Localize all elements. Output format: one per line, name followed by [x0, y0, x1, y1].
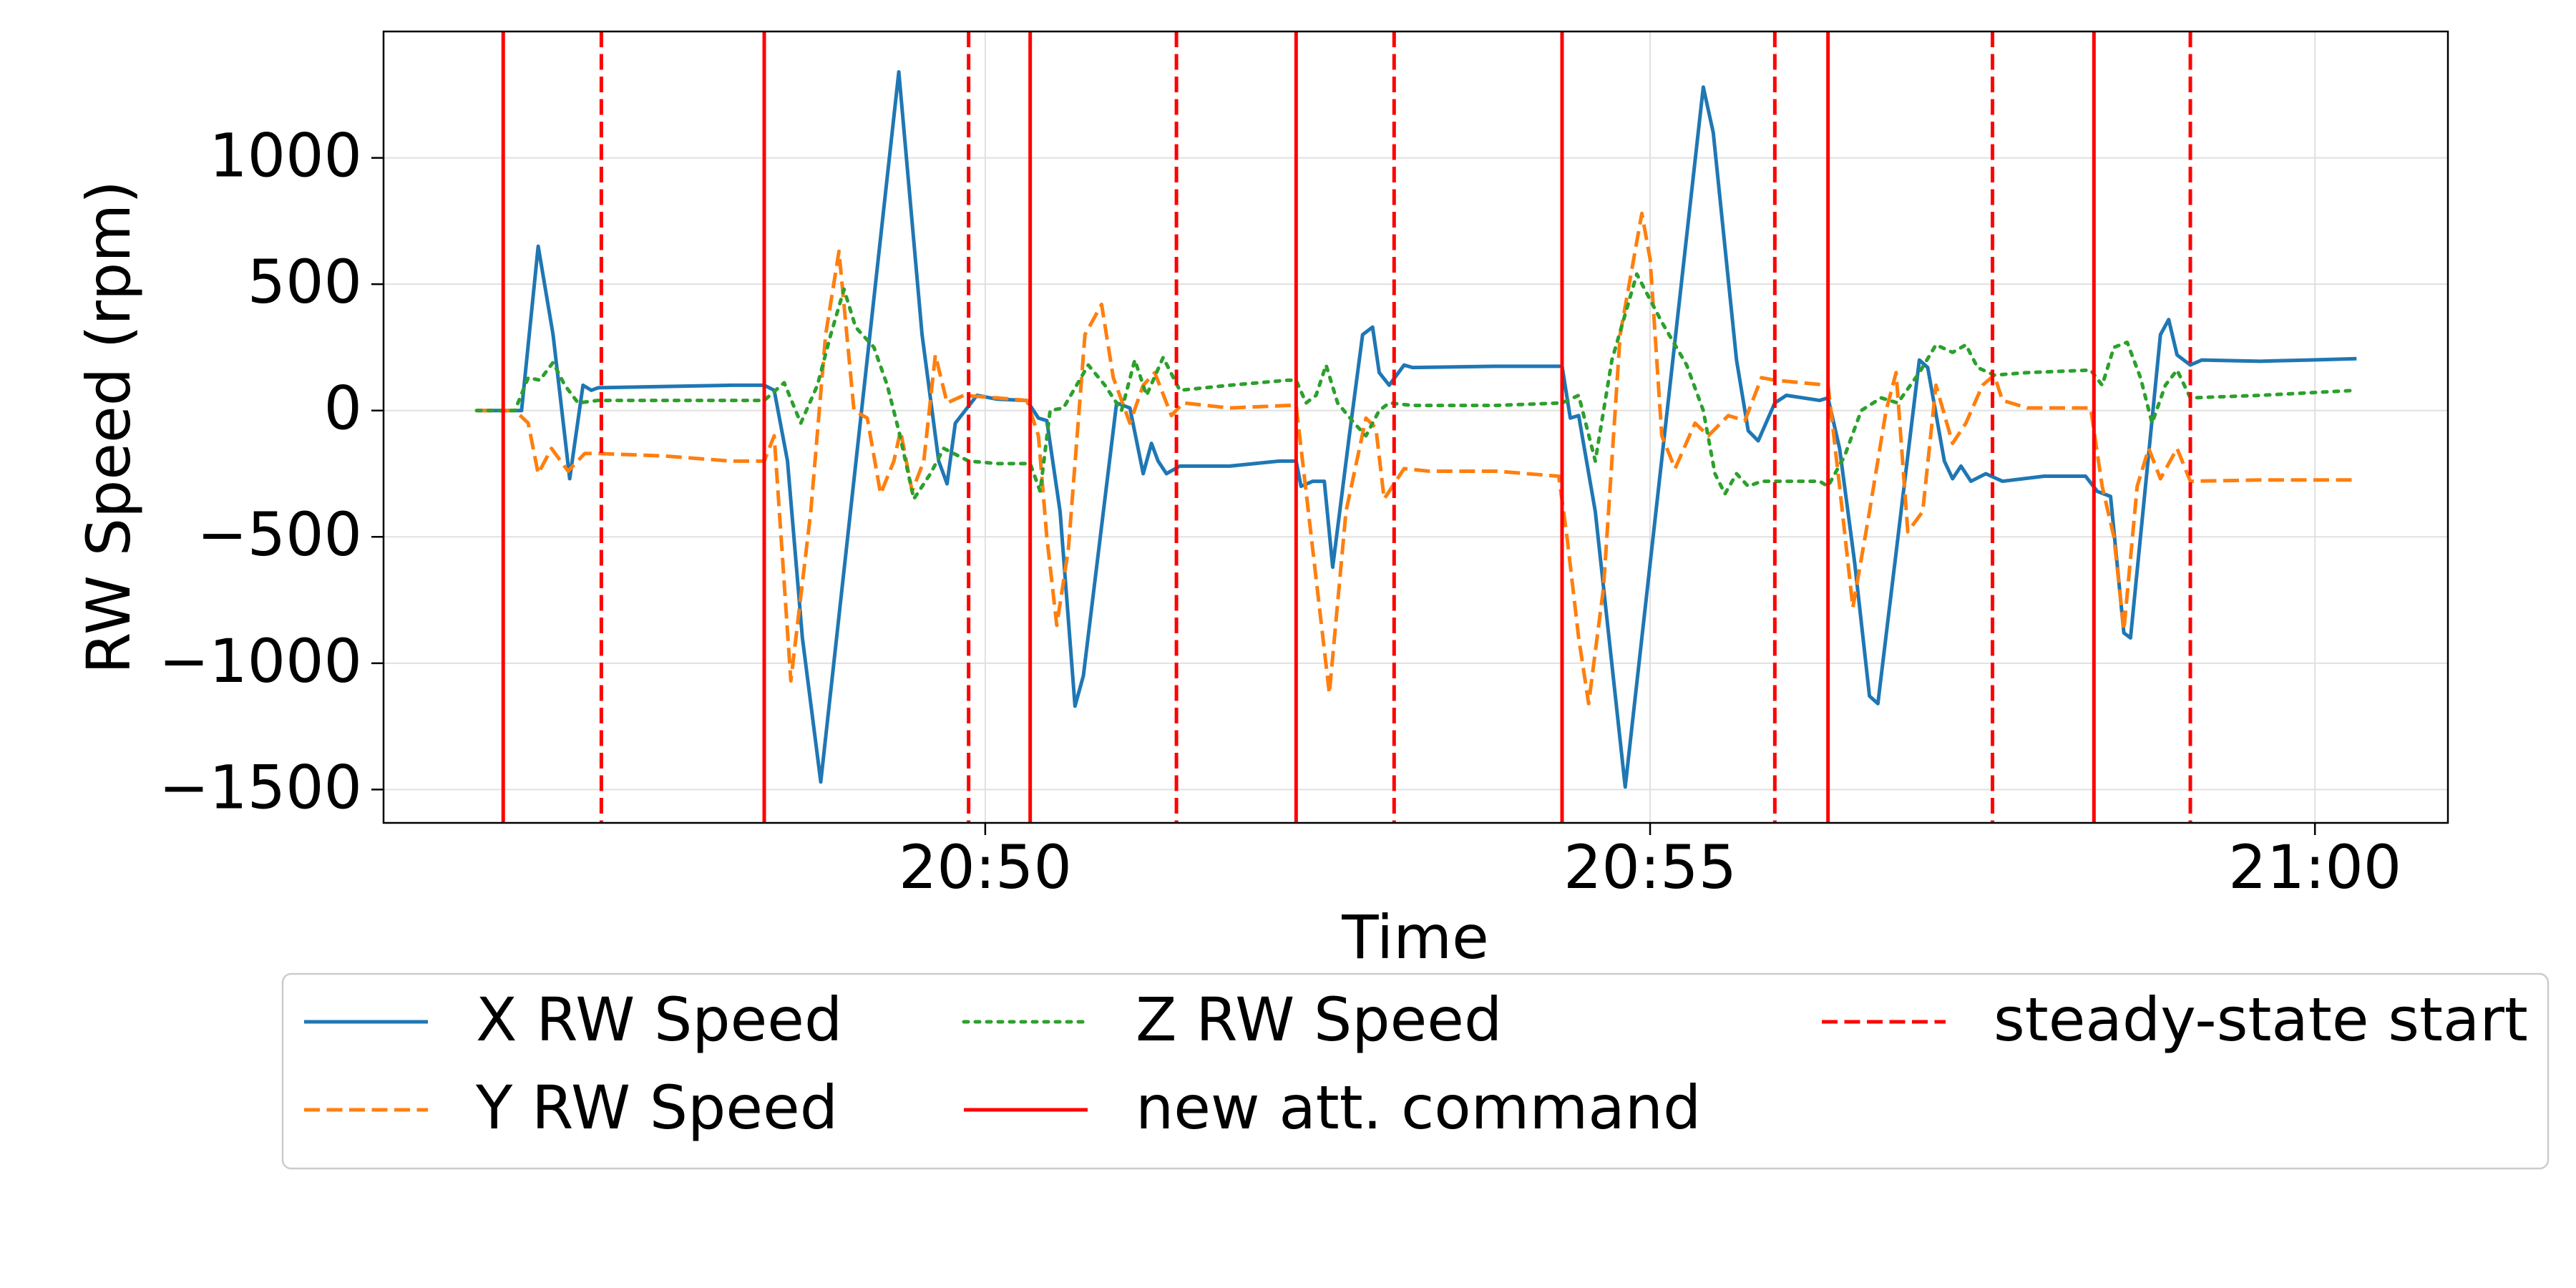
legend-label: Z RW Speed: [1136, 985, 1502, 1055]
x-tick-label: 20:55: [1563, 832, 1737, 902]
data-line: [474, 272, 2358, 501]
y-tick-label: −500: [197, 499, 362, 570]
y-tick-label: 1000: [209, 121, 362, 191]
axes: −1500 −1000 −500 0 500 1000 20:50 20:55 21:00: [159, 121, 2401, 902]
y-tick-label: −1000: [159, 626, 362, 696]
legend-label: X RW Speed: [476, 985, 842, 1055]
x-axis-label: Time: [1341, 902, 1489, 972]
axes-frame: [382, 30, 2449, 824]
legend-frame: [281, 972, 2550, 1170]
legend-label: steady-state start: [1994, 985, 2528, 1055]
plot-area: [474, 31, 2358, 823]
y-axis-label: RW Speed (rpm): [74, 180, 144, 674]
legend-label: Y RW Speed: [475, 1073, 838, 1143]
data-line: [477, 70, 2357, 789]
y-tick-label: 0: [324, 374, 362, 444]
x-tick-label: 20:50: [899, 832, 1072, 902]
y-tick-label: −1500: [159, 752, 362, 822]
legend: X RW Speed Y RW Speed Z RW Speed new att. c…: [281, 972, 2550, 1170]
y-tick-label: 500: [248, 247, 362, 317]
legend-label: new att. command: [1136, 1073, 1701, 1143]
grid: [384, 31, 2448, 823]
x-tick-label: 21:00: [2228, 832, 2401, 902]
